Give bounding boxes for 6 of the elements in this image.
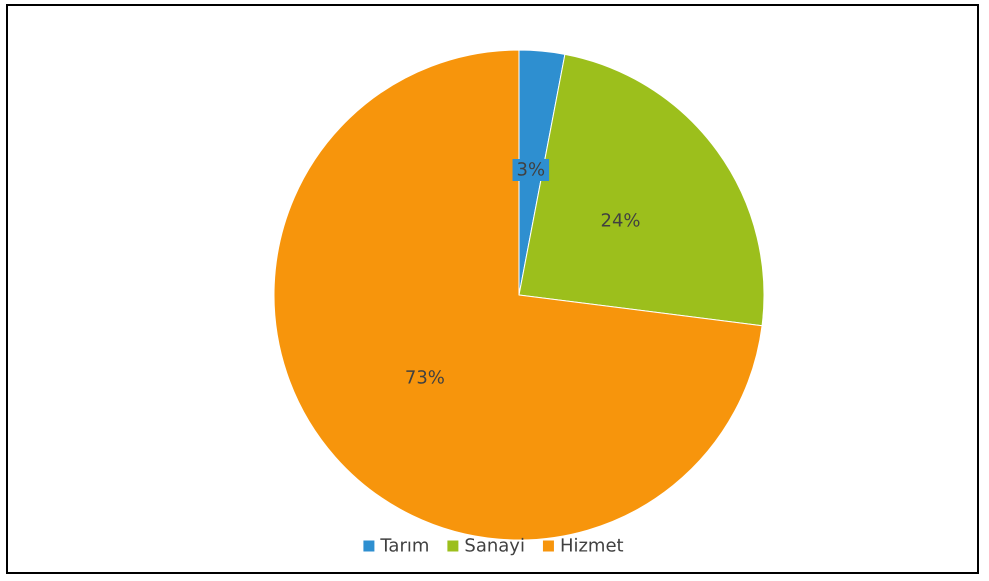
data-label: 73%: [404, 367, 445, 388]
legend-label: Hizmet: [560, 536, 624, 556]
legend-label: Tarım: [379, 536, 430, 556]
data-label: 3%: [516, 160, 546, 181]
legend-label: Sanayi: [464, 536, 525, 556]
data-label: 24%: [600, 210, 641, 232]
